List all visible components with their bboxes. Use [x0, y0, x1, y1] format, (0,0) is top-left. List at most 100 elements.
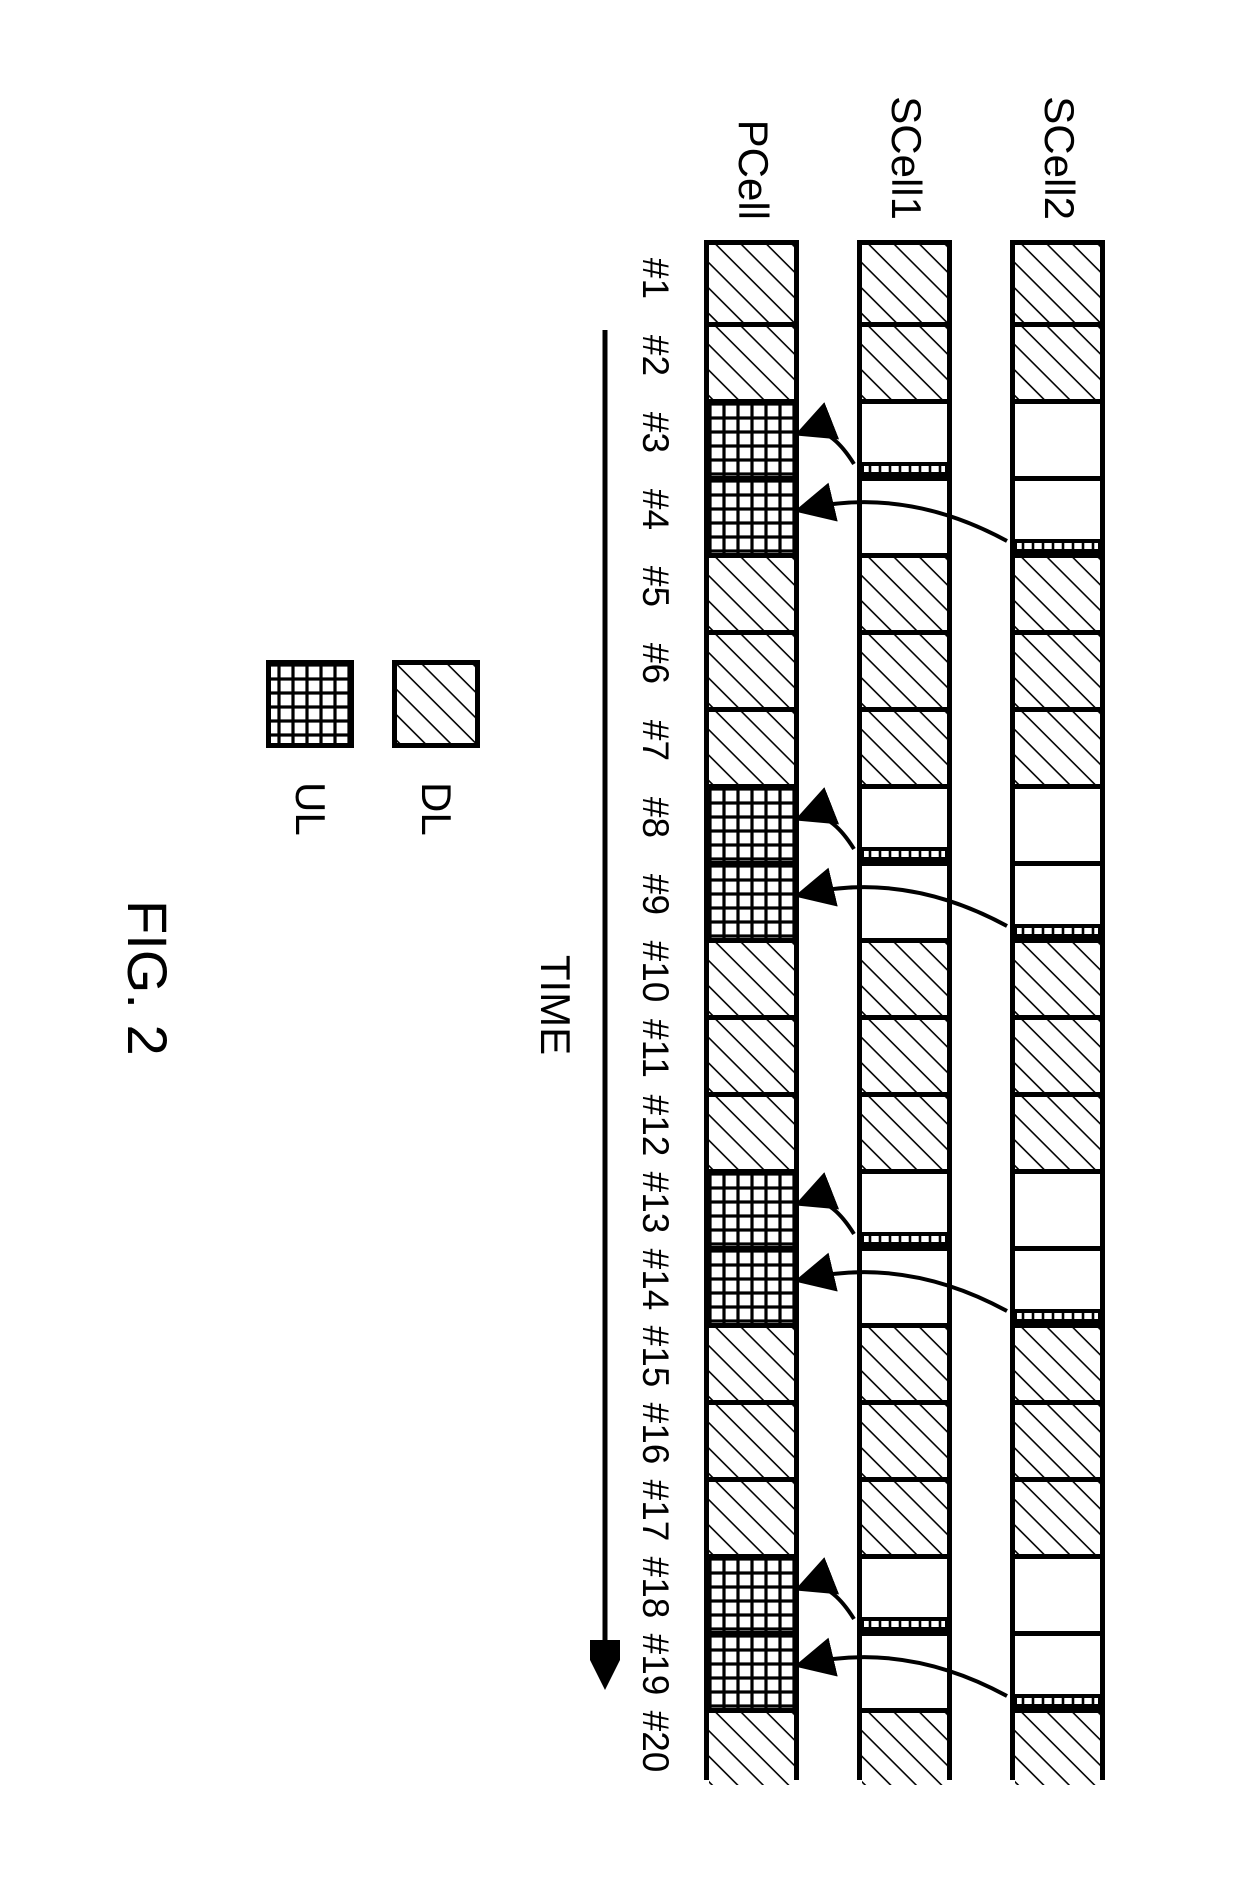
- row-label-pcell: PCell: [730, 40, 778, 220]
- slot-label-10: #10: [634, 941, 676, 1003]
- slot-label-13: #13: [634, 1172, 676, 1234]
- cell-scell2-10: [1015, 938, 1100, 1015]
- slot-label-18: #18: [634, 1557, 676, 1619]
- slot-label-5: #5: [634, 566, 676, 607]
- cell-scell2-6: [1015, 630, 1100, 707]
- figure-caption: FIG. 2: [115, 900, 180, 1056]
- cell-scell1-11: [862, 1015, 947, 1092]
- cell-pcell-4: [709, 476, 794, 553]
- cell-scell1-1: [862, 245, 947, 322]
- row-pcell: [704, 240, 799, 1780]
- slot-label-20: #20: [634, 1711, 676, 1773]
- cell-scell2-8: [1015, 784, 1100, 861]
- cell-scell1-2: [862, 322, 947, 399]
- slot-label-6: #6: [634, 643, 676, 684]
- legend-item-dl: DL: [392, 660, 480, 836]
- srs-marker: [860, 847, 949, 861]
- srs-marker: [1013, 1694, 1102, 1708]
- slot-label-16: #16: [634, 1403, 676, 1465]
- cell-pcell-16: [709, 1400, 794, 1477]
- cell-pcell-6: [709, 630, 794, 707]
- cell-pcell-5: [709, 553, 794, 630]
- legend-label-ul: UL: [286, 782, 334, 836]
- cell-scell1-6: [862, 630, 947, 707]
- cell-pcell-1: [709, 245, 794, 322]
- slot-label-9: #9: [634, 874, 676, 915]
- slot-label-17: #17: [634, 1480, 676, 1542]
- srs-marker: [860, 1617, 949, 1631]
- cell-scell1-7: [862, 707, 947, 784]
- row-label-scell1: SCell1: [883, 40, 931, 220]
- slot-label-7: #7: [634, 720, 676, 761]
- cell-scell1-15: [862, 1323, 947, 1400]
- arrow-7: [802, 1585, 854, 1619]
- row-label-scell2: SCell2: [1036, 40, 1084, 220]
- cell-scell2-18: [1015, 1554, 1100, 1631]
- cell-scell2-15: [1015, 1323, 1100, 1400]
- time-label: TIME: [531, 320, 579, 1690]
- srs-marker: [860, 1232, 949, 1246]
- cell-scell2-3: [1015, 399, 1100, 476]
- row-scell2: [1010, 240, 1105, 1780]
- legend-swatch-ul: [266, 660, 354, 748]
- cell-scell1-20: [862, 1708, 947, 1785]
- slot-label-12: #12: [634, 1095, 676, 1157]
- slot-label-2: #2: [634, 335, 676, 376]
- slot-label-8: #8: [634, 797, 676, 838]
- cell-pcell-17: [709, 1477, 794, 1554]
- arrow-5: [802, 1200, 854, 1234]
- cell-scell1-12: [862, 1092, 947, 1169]
- arrow-1: [802, 430, 854, 464]
- cell-pcell-13: [709, 1169, 794, 1246]
- cell-scell1-4: [862, 476, 947, 553]
- cell-scell2-12: [1015, 1092, 1100, 1169]
- cell-pcell-15: [709, 1323, 794, 1400]
- slot-label-11: #11: [634, 1019, 676, 1078]
- slot-label-14: #14: [634, 1249, 676, 1311]
- cell-scell2-5: [1015, 553, 1100, 630]
- slot-label-4: #4: [634, 489, 676, 530]
- srs-marker: [1013, 1309, 1102, 1323]
- cell-pcell-2: [709, 322, 794, 399]
- legend: DL UL: [228, 660, 480, 836]
- srs-marker: [1013, 539, 1102, 553]
- cell-pcell-7: [709, 707, 794, 784]
- cell-scell1-9: [862, 861, 947, 938]
- arrow-3: [802, 815, 854, 849]
- cell-scell1-19: [862, 1631, 947, 1708]
- cell-scell2-11: [1015, 1015, 1100, 1092]
- slot-label-15: #15: [634, 1326, 676, 1388]
- cell-pcell-11: [709, 1015, 794, 1092]
- time-axis: TIME: [531, 320, 620, 1690]
- slot-label-19: #19: [634, 1634, 676, 1696]
- legend-label-dl: DL: [412, 782, 460, 836]
- cell-scell2-17: [1015, 1477, 1100, 1554]
- cell-scell1-16: [862, 1400, 947, 1477]
- srs-marker: [860, 462, 949, 476]
- cell-scell1-17: [862, 1477, 947, 1554]
- slot-label-1: #1: [634, 258, 676, 299]
- legend-swatch-dl: [392, 660, 480, 748]
- cell-pcell-20: [709, 1708, 794, 1785]
- srs-marker: [1013, 924, 1102, 938]
- slot-label-3: #3: [634, 412, 676, 453]
- cell-pcell-9: [709, 861, 794, 938]
- cell-pcell-10: [709, 938, 794, 1015]
- cell-scell1-10: [862, 938, 947, 1015]
- cell-pcell-3: [709, 399, 794, 476]
- cell-scell1-14: [862, 1246, 947, 1323]
- cell-scell2-16: [1015, 1400, 1100, 1477]
- cell-scell1-5: [862, 553, 947, 630]
- row-scell1: [857, 240, 952, 1780]
- cell-scell2-1: [1015, 245, 1100, 322]
- cell-scell2-20: [1015, 1708, 1100, 1785]
- cell-pcell-8: [709, 784, 794, 861]
- cell-scell2-2: [1015, 322, 1100, 399]
- cell-pcell-18: [709, 1554, 794, 1631]
- cell-scell2-13: [1015, 1169, 1100, 1246]
- cell-scell2-7: [1015, 707, 1100, 784]
- cell-pcell-19: [709, 1631, 794, 1708]
- cell-pcell-14: [709, 1246, 794, 1323]
- figure-canvas: SCell2 SCell1 PCell #1 #2 #3 #4 #5 #6 #7 #8 #9 #10 #1…: [0, 0, 1240, 1887]
- legend-item-ul: UL: [266, 660, 354, 836]
